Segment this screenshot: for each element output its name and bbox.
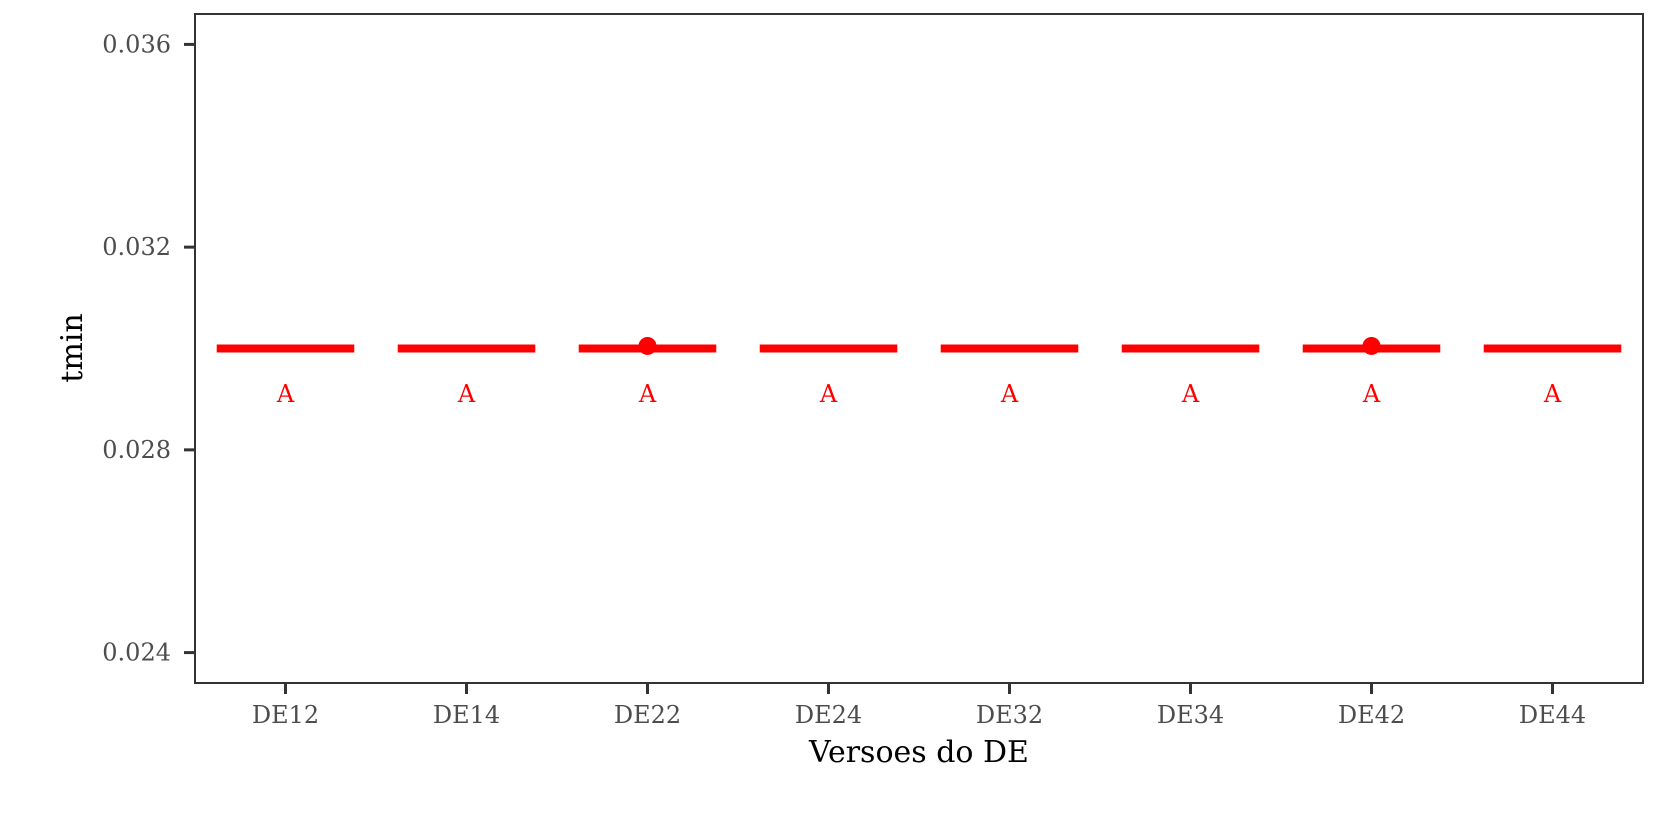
y-axis-tick-label: 0.024 — [102, 639, 171, 667]
x-axis-title: Versoes do DE — [808, 735, 1029, 770]
group-letter-annotation: A — [1000, 380, 1019, 408]
x-axis-tick-label: DE34 — [1157, 701, 1224, 729]
x-axis-tick-label: DE22 — [614, 701, 681, 729]
group-letter-annotation: A — [1543, 380, 1562, 408]
data-point — [1362, 336, 1381, 355]
y-axis-tick-label: 0.028 — [102, 436, 171, 464]
group-letter-annotation: A — [638, 380, 657, 408]
x-axis-tick-label: DE24 — [795, 701, 862, 729]
group-letter-annotation: A — [1362, 380, 1381, 408]
data-point — [638, 336, 657, 355]
x-axis-tick-label: DE12 — [252, 701, 319, 729]
y-axis-tick-label: 0.032 — [102, 233, 171, 261]
x-axis-tick-label: DE42 — [1338, 701, 1405, 729]
y-axis-tick-label: 0.036 — [102, 30, 171, 58]
group-letter-annotation: A — [457, 380, 476, 408]
x-axis-tick-label: DE44 — [1519, 701, 1586, 729]
axes-layer: 0.024 0.028 0.032 0.036 DE12 DE14 DE22 DE24 DE32… — [102, 30, 1586, 729]
group-letter-annotation: A — [1181, 380, 1200, 408]
x-axis-tick-label: DE14 — [433, 701, 500, 729]
group-letter-annotation: A — [276, 380, 295, 408]
x-axis-tick-label: DE32 — [976, 701, 1043, 729]
group-letter-annotation: A — [819, 380, 838, 408]
y-axis-title: tmin — [55, 313, 90, 382]
